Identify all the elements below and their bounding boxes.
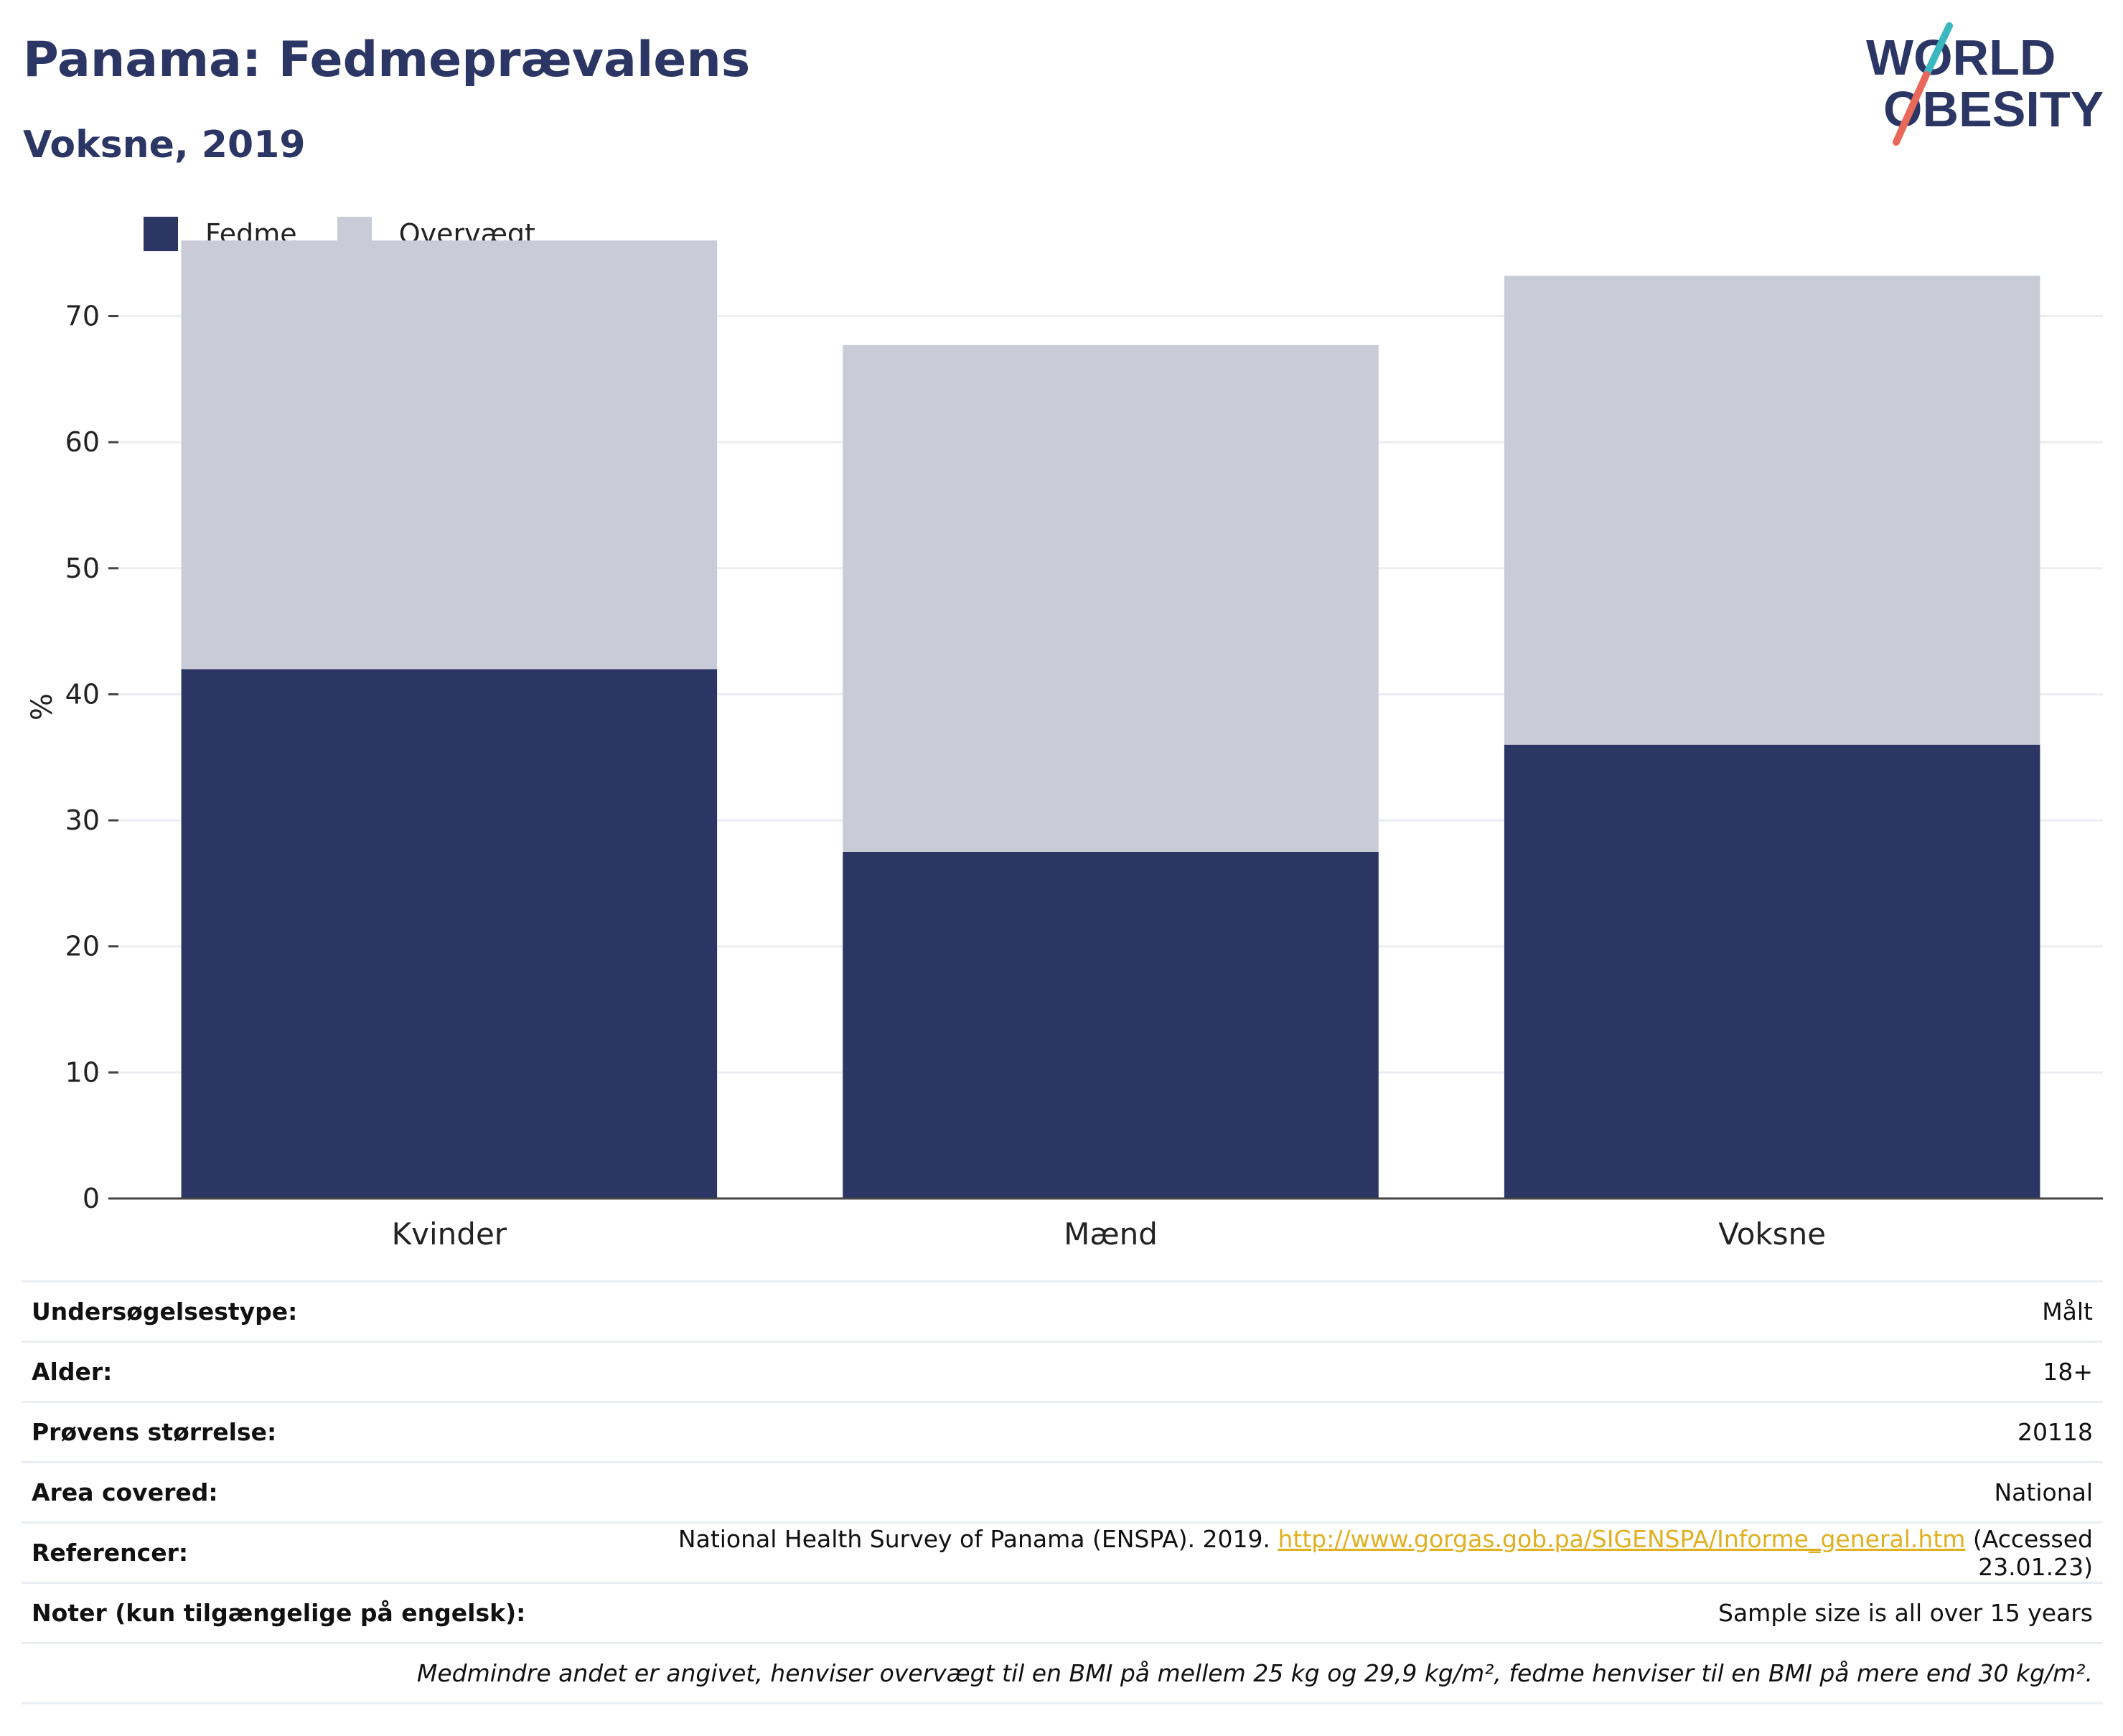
logo-slash-teal xyxy=(1923,22,1953,78)
reference-accessed: (Accessed 23.01.23) xyxy=(1965,1524,2093,1581)
survey-info-table: Undersøgelsestype: Målt Alder: 18+ Prøvens s… xyxy=(22,1280,2103,1704)
bar-overv-gt-kvinder[interactable] xyxy=(181,240,718,670)
y-tick-label: 0 xyxy=(83,1183,100,1214)
info-value: National Health Survey of Panama (ENSPA)… xyxy=(587,1521,2103,1583)
y-tick-label: 20 xyxy=(65,931,100,962)
info-value: National xyxy=(587,1461,2103,1524)
logo-slash-coral xyxy=(1893,71,1930,146)
reference-link[interactable]: http://www.gorgas.gob.pa/SIGENSPA/Inform… xyxy=(1278,1524,1966,1553)
logo-text-world: WORLD xyxy=(1866,29,2056,85)
y-tick-label: 40 xyxy=(65,678,100,710)
y-tick-label: 30 xyxy=(65,804,100,836)
world-obesity-logo: WORLD OBESITY xyxy=(1866,22,2103,146)
y-tick-label: 10 xyxy=(65,1056,100,1088)
y-tick-label: 50 xyxy=(65,553,100,584)
info-label: Referencer: xyxy=(22,1521,587,1583)
y-tick-label: 70 xyxy=(65,301,100,332)
footnote: Medmindre andet er angivet, henviser ove… xyxy=(22,1642,2103,1704)
x-tick-label: Mænd xyxy=(1064,1216,1158,1252)
info-row: Prøvens størrelse: 20118 xyxy=(22,1401,2103,1463)
bar-fedme-voksne[interactable] xyxy=(1504,744,2040,1198)
x-tick-label: Voksne xyxy=(1718,1216,1826,1252)
info-value: Sample size is all over 15 years xyxy=(587,1582,2103,1643)
info-row: Area covered: National xyxy=(22,1461,2103,1524)
info-label: Noter (kun tilgængelige på engelsk): xyxy=(22,1582,587,1643)
info-value: 20118 xyxy=(587,1401,2103,1463)
page-title: Panama: Fedmeprævalens xyxy=(23,32,751,88)
y-tick-label: 60 xyxy=(65,426,100,458)
bar-overv-gt-m-nd[interactable] xyxy=(843,344,1379,852)
page-subtitle: Voksne, 2019 xyxy=(23,123,306,166)
info-row-footnote: Medmindre andet er angivet, henviser ove… xyxy=(22,1642,2103,1704)
info-row: Alder: 18+ xyxy=(22,1341,2103,1402)
legend-swatch-fedme xyxy=(144,217,178,251)
info-label: Alder: xyxy=(22,1341,587,1402)
info-value: Målt xyxy=(587,1280,2103,1342)
info-label: Area covered: xyxy=(22,1461,587,1524)
info-label: Prøvens størrelse: xyxy=(22,1401,587,1463)
y-axis-label: % xyxy=(26,693,59,721)
info-row-notes: Noter (kun tilgængelige på engelsk): Sam… xyxy=(22,1582,2103,1643)
x-tick-label: Kvinder xyxy=(392,1216,507,1252)
info-label: Undersøgelsestype: xyxy=(22,1280,587,1342)
bar-fedme-m-nd[interactable] xyxy=(843,851,1379,1198)
bar-overv-gt-voksne[interactable] xyxy=(1504,276,2040,745)
bar-fedme-kvinder[interactable] xyxy=(181,669,718,1198)
info-value: 18+ xyxy=(587,1341,2103,1402)
reference-text: National Health Survey of Panama (ENSPA)… xyxy=(678,1524,1278,1553)
info-row-reference: Referencer: National Health Survey of Pa… xyxy=(22,1521,2103,1583)
stacked-bar-chart: 0 10 20 30 40 50 60 70% Kvinder Mænd Voksne xyxy=(26,240,2103,1252)
info-row: Undersøgelsestype: Målt xyxy=(22,1280,2103,1342)
